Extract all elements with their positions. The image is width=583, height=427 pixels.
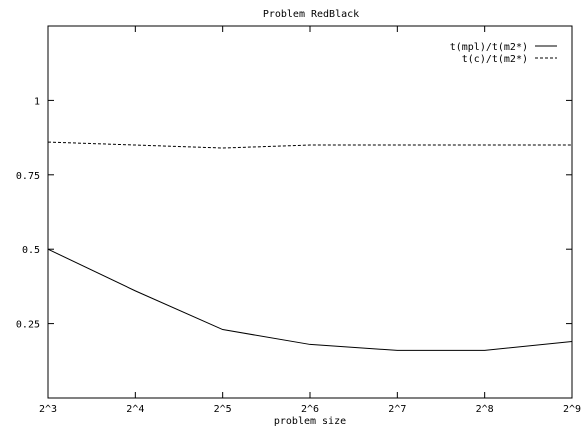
x-axis: 2^3 2^4 2^5 2^6 2^7 2^8 2^9	[39, 26, 581, 415]
x-tick-label: 2^4	[126, 404, 144, 415]
x-tick-label: 2^9	[563, 404, 581, 415]
series-line-2	[47, 141, 572, 149]
series-line-1	[47, 248, 573, 351]
series-layer	[47, 141, 573, 351]
x-tick-label: 2^5	[214, 404, 232, 415]
y-axis: 0.25 0.5 0.75 1	[16, 96, 572, 331]
legend-label: t(c)/t(m2*)	[462, 54, 528, 65]
x-axis-label: problem size	[274, 416, 346, 427]
y-tick-label: 1	[34, 96, 40, 107]
y-tick-label: 0.25	[16, 320, 40, 331]
x-tick-label: 2^3	[39, 404, 57, 415]
y-tick-label: 0.75	[16, 171, 40, 182]
chart-title: Problem RedBlack	[263, 9, 359, 20]
x-tick-label: 2^7	[388, 404, 406, 415]
x-tick-label: 2^6	[301, 404, 319, 415]
y-tick-label: 0.5	[22, 245, 40, 256]
legend-label: t(mpl)/t(m2*)	[450, 42, 528, 53]
x-tick-label: 2^8	[476, 404, 494, 415]
plot-frame	[47, 25, 573, 399]
legend: t(mpl)/t(m2*)t(c)/t(m2*)	[450, 42, 557, 65]
